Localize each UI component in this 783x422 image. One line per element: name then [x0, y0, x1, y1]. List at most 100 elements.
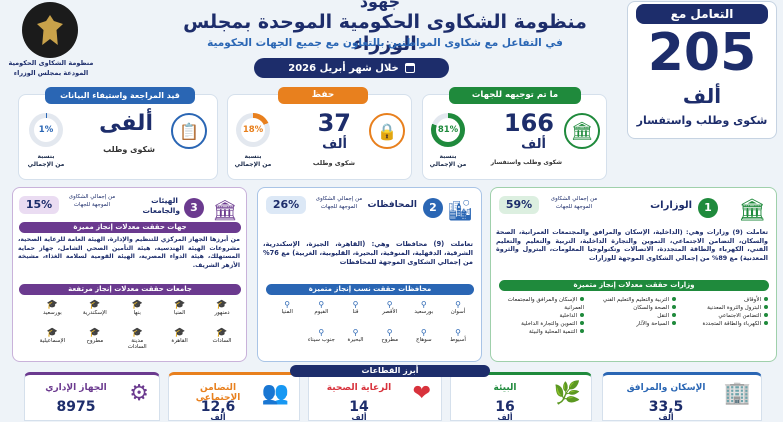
- sector-name: البيئة: [493, 383, 517, 393]
- sector-name: الرعاية الصحية: [326, 383, 392, 393]
- ministries-pct-desc-2: الموجهة للجهات: [555, 204, 593, 210]
- total-desc: شكوى وطلب واستفسار: [636, 114, 768, 127]
- leaves-icon: 🌿: [553, 381, 581, 406]
- graduation-cap-icon: 🎓: [174, 300, 186, 310]
- university-item: 🎓 بنها: [123, 300, 151, 316]
- bullet-icon: [672, 321, 676, 325]
- ministry-item: التربية والتعليم والتعليم الفني: [592, 296, 676, 304]
- buildings-icon: 🏢: [723, 381, 751, 406]
- period-label: خلال شهر أبريل 2026: [288, 62, 399, 74]
- header-top-cut: جهود: [359, 0, 401, 11]
- review-pct-label-1: بنسبة: [37, 153, 55, 160]
- location-pin-icon: ⚲: [455, 328, 461, 337]
- location-pin-icon: ⚲: [318, 300, 325, 309]
- bodies-bar-2: جامعات حققت معدلات إنجاز مرتفعة: [19, 284, 241, 295]
- eagle-icon: [37, 15, 63, 45]
- governorate-name: بورسعيد: [414, 309, 434, 315]
- governorates-title: المحافظات: [367, 200, 417, 210]
- ministry-item: النقل: [592, 312, 676, 320]
- location-pin-icon: ⚲: [455, 300, 461, 309]
- graduation-cap-icon: 🎓: [174, 328, 186, 338]
- governorate-name: أسوان: [450, 309, 466, 315]
- page-subtitle: في التفاعل مع شكاوى المواطنين بالتعاون م…: [207, 37, 563, 49]
- university-item: 🎓 القاهرة: [166, 328, 194, 344]
- bullet-icon: [764, 305, 768, 309]
- ministries-bar: وزارات حققت معدلات إنجاز متميزة: [499, 280, 769, 291]
- directed-unit: ألف: [521, 137, 546, 152]
- saved-value: 37: [317, 109, 351, 137]
- governorates-pct-desc-2: الموجهة للجهات: [320, 204, 358, 210]
- governorate-pin: ⚲ قنا: [341, 300, 371, 315]
- sector-card: 🌿 البيئة 16 ألف: [450, 372, 592, 422]
- university-item: 🎓 الإسماعيلية: [38, 328, 66, 344]
- sector-unit: ألف: [658, 413, 674, 422]
- location-pin-icon: ⚲: [352, 328, 359, 337]
- lock-folder-icon: 🔒: [369, 113, 405, 149]
- governorate-name: قنا: [352, 309, 359, 315]
- bodies-number: 3: [184, 198, 204, 218]
- ministry-item: الصحة والسكان: [592, 304, 676, 312]
- review-card: قيد المراجعة واستيفاء البيانات 📋 ألفى شك…: [18, 87, 218, 180]
- ministries-panel: 🏛 1 الوزارات من إجمالي الشكاوى الموجهة ل…: [490, 187, 777, 362]
- review-percent-ring: 1%: [29, 113, 63, 147]
- bullet-icon: [764, 321, 768, 325]
- university-item: 🎓 مطروح: [81, 328, 109, 344]
- bodies-panel: 🏛 3 الهيئات والجامعات من إجمالي الشكاوى …: [12, 187, 247, 362]
- directed-desc: شكوى وطلب واستفسار: [490, 159, 562, 166]
- ministries-pct: 59%: [499, 196, 539, 214]
- university-item: 🎓 الإسكندرية: [81, 300, 109, 316]
- graduation-cap-icon: 🎓: [216, 328, 228, 338]
- university-name: مدينة السادات: [127, 338, 147, 350]
- governorate-pin: ⚲ البحيرة: [341, 328, 371, 343]
- saved-unit: ألف: [322, 137, 347, 152]
- location-pin-icon: ⚲: [386, 328, 393, 337]
- location-pin-icon: ⚲: [352, 300, 359, 309]
- page-title: منظومة الشكاوى الحكومية الموحدة بمجلس ال…: [183, 11, 587, 55]
- location-pin-icon: ⚲: [420, 300, 427, 309]
- clipboard-checklist-icon: 📋: [171, 113, 207, 149]
- governorate-name: مطروح: [381, 337, 399, 343]
- governorate-pin: ⚲ الأقصر: [375, 300, 405, 315]
- bullet-icon: [580, 321, 584, 325]
- governorates-number: 2: [423, 198, 443, 218]
- period-badge: خلال شهر أبريل 2026: [254, 58, 449, 78]
- sector-card: ❤ الرعاية الصحية 14 ألف: [308, 372, 442, 422]
- review-value: ألفى: [99, 111, 153, 136]
- review-percent: 1%: [34, 118, 58, 142]
- total-card: التعامل مع 205 ألف شكوى وطلب واستفسار: [627, 1, 777, 139]
- sector-value: 14: [349, 399, 369, 415]
- governorate-name: المنيا: [281, 309, 293, 315]
- university-name: دمنهور: [214, 310, 230, 316]
- bodies-pct-desc-1: من إجمالي الشكاوى: [68, 194, 116, 200]
- university-name: الإسكندرية: [82, 310, 107, 316]
- governorate-name: الفيوم: [314, 309, 329, 315]
- saved-percent-ring: 18%: [236, 113, 270, 147]
- location-pin-icon: ⚲: [386, 300, 393, 309]
- directed-title: ما تم توجيهه للجهات: [449, 87, 581, 104]
- university-item: 🎓 بورسعيد: [38, 300, 66, 316]
- governorate-name: البحيرة: [347, 337, 364, 343]
- review-desc: شكوى وطلب: [103, 145, 155, 154]
- ministry-item: الأوقاف: [684, 296, 768, 304]
- saved-card: حفظ 🔒 37 ألف شكوى وطلب 18% بنسبة من الإج…: [227, 87, 412, 180]
- heart-pulse-icon: ❤: [412, 381, 431, 406]
- sector-value: 33,5: [648, 399, 684, 415]
- graduation-cap-icon: 🎓: [131, 300, 143, 310]
- sector-name: التضامن الاجتماعي: [195, 383, 241, 403]
- sector-unit: ألف: [497, 413, 513, 422]
- directed-card: ما تم توجيهه للجهات 🏛 166 ألف شكوى وطلب …: [422, 87, 607, 180]
- government-seal-logo: [22, 2, 78, 58]
- governorates-pct-desc-1: من إجمالي الشكاوى: [315, 196, 363, 202]
- ministry-building-icon: 🏛: [738, 197, 766, 223]
- bodies-bar-1: جهات حققت معدلات إنجاز مميزة: [19, 222, 241, 233]
- governorates-pct: 26%: [266, 196, 306, 214]
- university-name: الإسماعيلية: [39, 338, 66, 344]
- location-pin-icon: ⚲: [318, 328, 325, 337]
- bullet-icon: [672, 297, 676, 301]
- ministry-item: التنمية المحلية والبيئة: [500, 328, 584, 336]
- ministry-item: البترول والثروة المعدنية: [684, 304, 768, 312]
- bullet-icon: [764, 297, 768, 301]
- directed-value: 166: [503, 109, 554, 137]
- sector-name: الجهاز الإداري: [45, 383, 107, 393]
- directed-pct-label-1: بنسبة: [439, 153, 457, 160]
